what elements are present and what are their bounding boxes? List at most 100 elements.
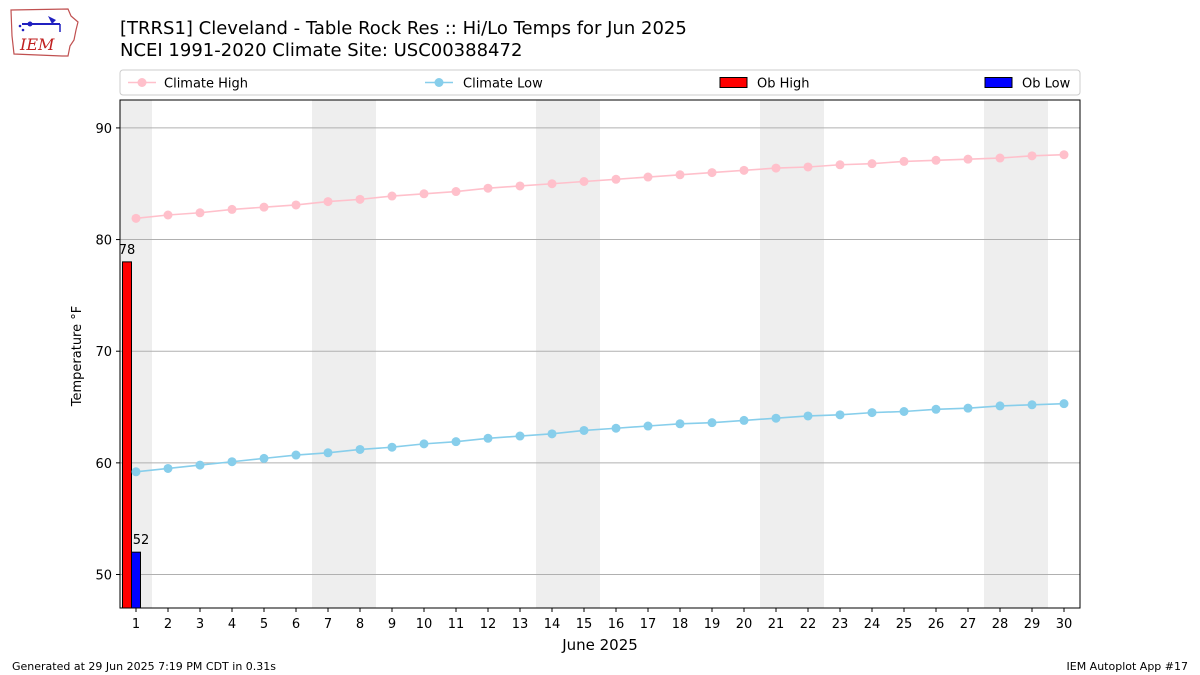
ob-high-bar-label: 78 [119,243,136,258]
plot-frame [119,99,1081,609]
iowa-outline-icon [10,8,79,57]
climate-low-point [227,457,237,467]
weekend-shade [536,100,600,608]
climate-low-point [771,413,781,423]
climate-high-point [611,174,621,184]
climate-low-point [131,467,141,477]
climate-high-point [1027,151,1037,161]
x-tick-label: 13 [512,617,529,632]
climate-low-point [739,415,749,425]
climate-low-point [387,442,397,452]
climate-low-point [899,406,909,416]
x-tick-label: 5 [260,617,268,632]
iem-logo: IEM [10,8,79,57]
x-tick-label: 27 [960,617,977,632]
climate-high-point [355,194,365,204]
x-tick-label: 18 [672,617,689,632]
x-tick-label: 12 [480,617,497,632]
x-tick-label: 22 [800,617,817,632]
climate-high-point [323,197,333,207]
y-tick-label: 60 [95,457,112,472]
climate-high-point [707,168,717,178]
climate-high-point [899,156,909,166]
x-tick-label: 29 [1024,617,1041,632]
x-tick-label: 21 [768,617,785,632]
y-tick-label: 50 [95,569,112,584]
climate-low-point [995,401,1005,411]
climate-low-point [867,408,877,418]
legend-ob-low-swatch [984,77,1013,88]
climate-low-point [547,429,557,439]
climate-high-point [259,202,269,212]
climate-high-point [291,200,301,210]
legend-ob-low-label: Ob Low [1022,77,1071,92]
climate-high-point [963,154,973,164]
x-tick-label: 15 [576,617,593,632]
climate-low-point [707,418,717,428]
climate-high-point [771,163,781,173]
ob-high-bar [122,261,132,609]
x-tick-label: 17 [640,617,657,632]
climate-high-point [1059,150,1069,160]
y-tick-label: 80 [95,234,112,249]
weekend-shade [760,100,824,608]
weekend-shade [984,100,1048,608]
x-tick-label: 3 [196,617,204,632]
climate-low-point [355,444,365,454]
chart-subtitle: NCEI 1991-2020 Climate Site: USC00388472 [120,40,523,61]
x-tick-label: 20 [736,617,753,632]
climate-high-point [547,179,557,189]
climate-high-point [803,162,813,172]
x-tick-label: 30 [1056,617,1073,632]
climate-high-point [995,153,1005,163]
climate-high-point [931,155,941,165]
climate-low-point [323,448,333,458]
climate-low-point [675,419,685,429]
climate-high-point [387,191,397,201]
climate-low-point [1027,400,1037,410]
footer-app-text: IEM Autoplot App #17 [1066,660,1189,673]
x-tick-label: 14 [544,617,561,632]
climate-high-point [483,183,493,193]
climate-high-point [867,159,877,169]
x-tick-label: 25 [896,617,913,632]
x-tick-label: 8 [356,617,364,632]
x-tick-label: 6 [292,617,300,632]
climate-high-point [451,187,461,197]
climate-low-point [259,453,269,463]
legend-box [119,69,1081,96]
climate-low-point [163,463,173,473]
climate-high-point [227,204,237,214]
climate-low-line [135,402,1065,473]
x-tick-label: 16 [608,617,625,632]
x-tick-label: 1 [132,617,140,632]
legend-ob-high-label: Ob High [757,77,810,92]
x-tick-label: 9 [388,617,396,632]
y-tick-label: 70 [95,345,112,360]
climate-high-point [835,160,845,170]
x-tick-label: 23 [832,617,849,632]
climate-low-point [483,433,493,443]
climate-low-point [579,425,589,435]
climate-low-point [611,423,621,433]
climate-low-point [931,404,941,414]
climate-low-point [835,410,845,420]
climate-high-point [195,208,205,218]
climate-low-point [419,439,429,449]
climate-high-line [135,153,1065,220]
climate-high-point [515,181,525,191]
legend-ob-high-swatch [719,77,748,88]
x-tick-label: 19 [704,617,721,632]
climate-high-point [131,213,141,223]
climate-low-point [643,421,653,431]
climate-high-point [163,210,173,220]
x-tick-label: 10 [416,617,433,632]
climate-high-point [739,165,749,175]
y-tick-label: 90 [95,122,112,137]
legend-climate-low-marker [434,78,444,87]
climate-low-point [451,437,461,447]
logo-text: IEM [19,35,55,54]
climate-low-point [803,411,813,421]
x-tick-label: 26 [928,617,945,632]
